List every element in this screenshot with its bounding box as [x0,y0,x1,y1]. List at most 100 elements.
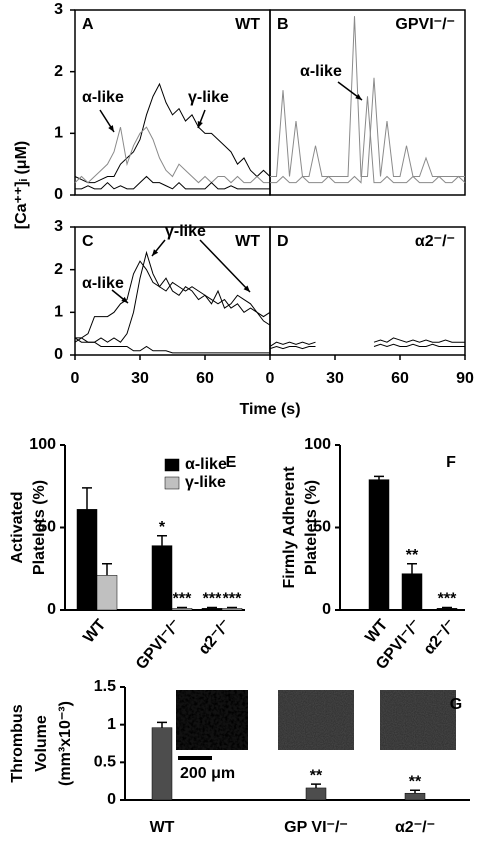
category-label: WT [362,616,391,646]
annotation: γ-like [165,223,206,240]
y-axis-label: Platelets (%) [31,480,48,575]
trace [75,260,271,339]
bar [151,727,173,801]
error-bar [407,563,417,574]
x-tick-label: 60 [196,370,214,387]
y-tick-label: 100 [29,436,56,453]
microscopy-images [176,690,456,760]
x-tick-label: 30 [326,370,344,387]
panel-title: WT [235,16,260,33]
y-tick-label: 0 [47,601,56,618]
category-label: GPVI⁻/⁻ [133,616,184,673]
y-tick-label: 50 [313,519,331,536]
y-tick-label: 1 [107,716,116,733]
significance: *** [173,591,192,608]
y-tick-label: 0.5 [94,754,116,771]
error-bar [177,606,187,609]
significance: * [159,519,166,536]
y-axis-label: Firmly Adherent [281,466,298,589]
plot-frame [269,9,466,196]
bar [171,608,193,611]
significance: *** [438,591,457,608]
x-tick-label: 0 [266,370,275,387]
error-bar [102,563,112,576]
image-wt-texture [176,690,248,750]
plot-frame [269,226,466,356]
trace [269,345,316,350]
y-tick-label: 3 [54,1,63,18]
significance: ** [409,773,422,790]
legend-label: α-like [185,456,227,473]
arrow-head [121,296,128,303]
bar [368,479,390,611]
scale-bar-label: 200 μm [180,765,235,782]
trace [373,343,465,347]
error-bar [82,487,92,510]
error-bar [157,721,167,728]
legend-swatch [164,458,180,472]
significance: *** [223,591,242,608]
y-tick-label: 0 [54,186,63,203]
y-tick-label: 0 [107,791,116,808]
x-tick-label: 60 [391,370,409,387]
bar [76,509,98,611]
significance: ** [406,547,419,564]
trace [270,96,466,184]
image-gpvi-texture [278,690,354,750]
x-axis-label: Time (s) [239,401,300,418]
y-tick-label: 2 [54,63,63,80]
image-a2-texture [380,690,456,750]
bar [201,608,223,611]
arrow-head [355,93,362,100]
y-tick-label: 0 [54,346,63,363]
error-bar [157,535,167,546]
bar [305,787,327,801]
category-label: α2⁻/⁻ [395,819,435,836]
trace [269,341,316,347]
y-tick-label: 1 [54,125,63,142]
y-tick-label: 1.5 [94,678,116,695]
error-bar [227,606,237,609]
arrow-shaft [199,239,251,293]
bar [151,545,173,611]
bar [96,575,118,611]
legend-swatch [164,476,180,490]
legend-label: γ-like [185,474,226,491]
y-axis-label: [Ca⁺⁺]ᵢ (μM) [13,141,30,229]
category-label: α2⁻/⁻ [421,616,460,658]
panel-letter: E [226,454,237,471]
panel-letter: C [82,233,94,250]
category-label: GP VI⁻/⁻ [284,819,348,836]
y-axis-label: (mm³x10⁻³) [57,701,74,786]
y-tick-label: 0 [322,601,331,618]
annotation: α-like [82,89,124,106]
trace [74,250,271,343]
x-tick-label: 0 [71,370,80,387]
bar [221,608,243,611]
category-label: WT [150,819,175,836]
error-bar [374,475,384,480]
bar [436,608,458,611]
x-tick-label: 30 [131,370,149,387]
annotation: α-like [300,63,342,80]
annotation: α-like [82,275,124,292]
bar [401,573,423,611]
trace [74,337,270,354]
trace [74,126,270,184]
panel-letter: F [446,454,456,471]
x-tick-label: 90 [456,370,474,387]
error-bar [442,606,452,609]
y-tick-label: 2 [54,261,63,278]
trace [373,337,465,343]
y-tick-label: 50 [38,519,56,536]
error-bar [207,606,217,609]
significance: *** [203,591,222,608]
annotation: γ-like [188,89,229,106]
significance: ** [310,767,323,784]
arrow-head [197,121,203,128]
y-axis-label: Activated [9,491,26,563]
panel-title: WT [235,233,260,250]
panel-letter: G [450,696,462,713]
y-tick-label: 100 [304,436,331,453]
